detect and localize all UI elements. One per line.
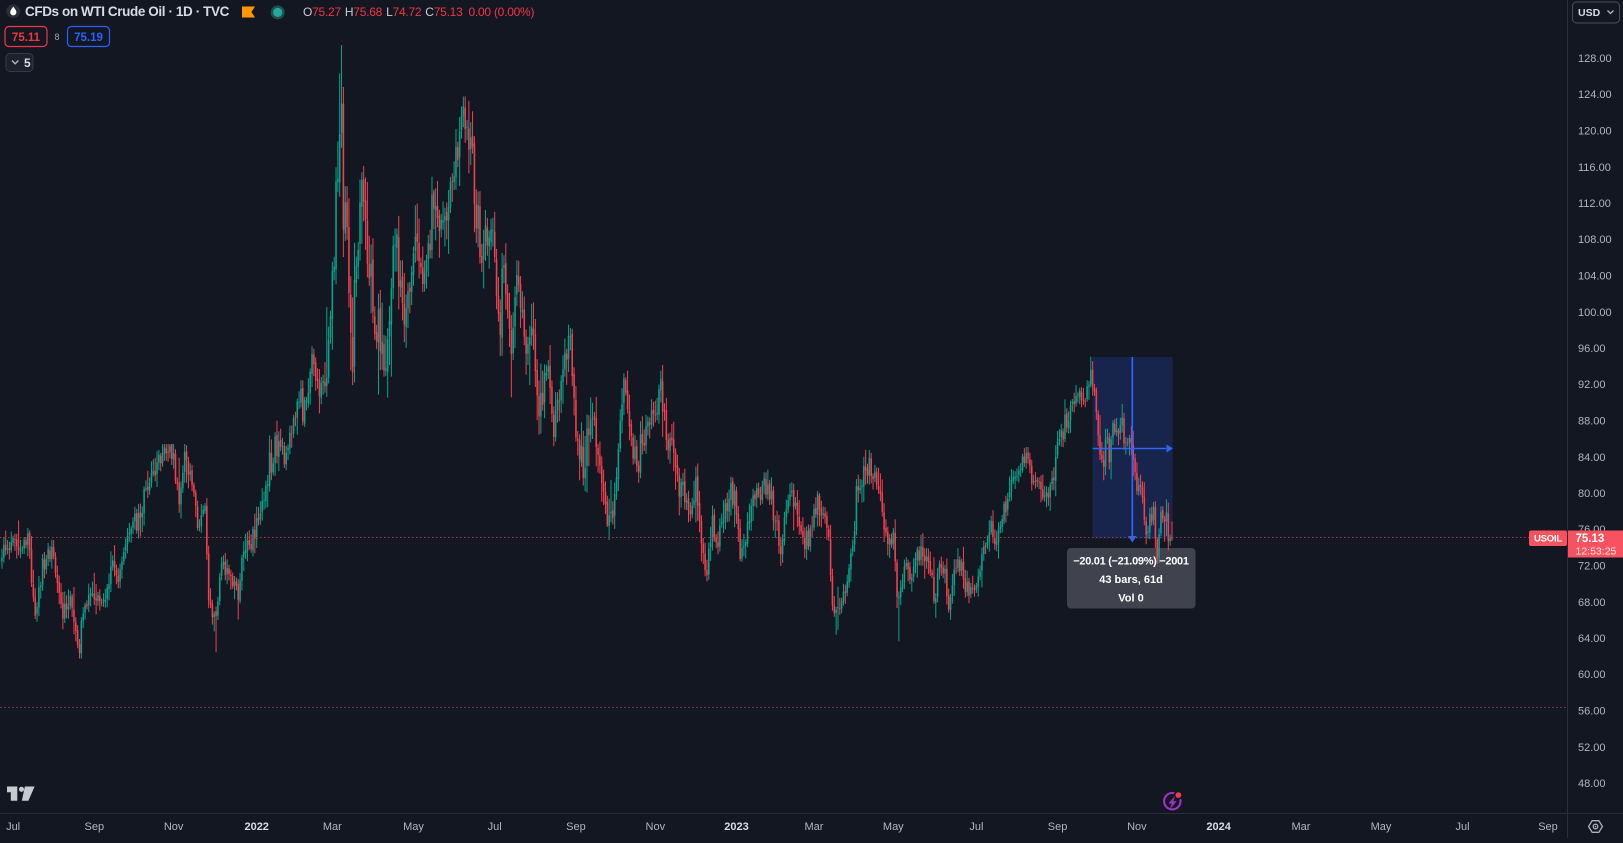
svg-text:68.00: 68.00 xyxy=(1578,597,1606,609)
svg-text:2024: 2024 xyxy=(1206,821,1231,833)
svg-text:Jul: Jul xyxy=(1455,821,1469,833)
svg-text:96.00: 96.00 xyxy=(1578,343,1606,355)
svg-text:112.00: 112.00 xyxy=(1578,198,1611,210)
svg-text:USD: USD xyxy=(1578,7,1601,19)
svg-text:124.00: 124.00 xyxy=(1578,89,1612,101)
svg-text:52.00: 52.00 xyxy=(1578,742,1606,754)
svg-text:128.00: 128.00 xyxy=(1578,53,1612,65)
svg-text:64.00: 64.00 xyxy=(1578,633,1606,645)
svg-text:Nov: Nov xyxy=(646,821,666,833)
svg-text:Nov: Nov xyxy=(164,821,184,833)
svg-text:CFDs on WTI Crude Oil · 1D · T: CFDs on WTI Crude Oil · 1D · TVC xyxy=(25,4,230,19)
svg-text:5: 5 xyxy=(24,56,31,70)
svg-text:72.00: 72.00 xyxy=(1578,561,1606,573)
svg-text:120.00: 120.00 xyxy=(1578,126,1612,138)
svg-text:56.00: 56.00 xyxy=(1578,706,1606,718)
svg-text:60.00: 60.00 xyxy=(1578,669,1606,681)
svg-text:Mar: Mar xyxy=(805,821,824,833)
svg-text:8: 8 xyxy=(54,32,59,42)
svg-text:48.00: 48.00 xyxy=(1578,778,1606,790)
svg-text:Jul: Jul xyxy=(969,821,983,833)
svg-text:May: May xyxy=(1371,821,1392,833)
svg-text:Sep: Sep xyxy=(566,821,586,833)
svg-text:USOIL: USOIL xyxy=(1534,534,1562,545)
svg-text:May: May xyxy=(403,821,424,833)
svg-text:Jul: Jul xyxy=(6,821,20,833)
svg-text:88.00: 88.00 xyxy=(1578,416,1606,428)
svg-text:Sep: Sep xyxy=(1538,821,1558,833)
svg-text:104.00: 104.00 xyxy=(1578,271,1612,283)
svg-text:116.00: 116.00 xyxy=(1578,162,1611,174)
svg-text:92.00: 92.00 xyxy=(1578,379,1606,391)
svg-text:80.00: 80.00 xyxy=(1578,488,1606,500)
svg-text:Vol 0: Vol 0 xyxy=(1118,593,1143,605)
svg-text:43 bars, 61d: 43 bars, 61d xyxy=(1099,574,1163,586)
svg-text:−20.01 (−21.09%) −2001: −20.01 (−21.09%) −2001 xyxy=(1073,556,1189,568)
svg-text:75.19: 75.19 xyxy=(74,32,103,44)
svg-text:75.13: 75.13 xyxy=(1576,533,1605,545)
svg-text:12:53:25: 12:53:25 xyxy=(1576,546,1617,558)
svg-text:Sep: Sep xyxy=(85,821,105,833)
svg-text:75.11: 75.11 xyxy=(12,32,41,44)
svg-text:Mar: Mar xyxy=(1292,821,1311,833)
svg-text:100.00: 100.00 xyxy=(1578,307,1612,319)
svg-text:May: May xyxy=(883,821,904,833)
svg-text:Mar: Mar xyxy=(323,821,342,833)
svg-text:2023: 2023 xyxy=(724,821,748,833)
svg-text:Nov: Nov xyxy=(1127,821,1147,833)
svg-text:108.00: 108.00 xyxy=(1578,234,1612,246)
svg-text:84.00: 84.00 xyxy=(1578,452,1606,464)
svg-text:Jul: Jul xyxy=(488,821,502,833)
svg-text:Sep: Sep xyxy=(1048,821,1068,833)
svg-text:2022: 2022 xyxy=(244,821,268,833)
